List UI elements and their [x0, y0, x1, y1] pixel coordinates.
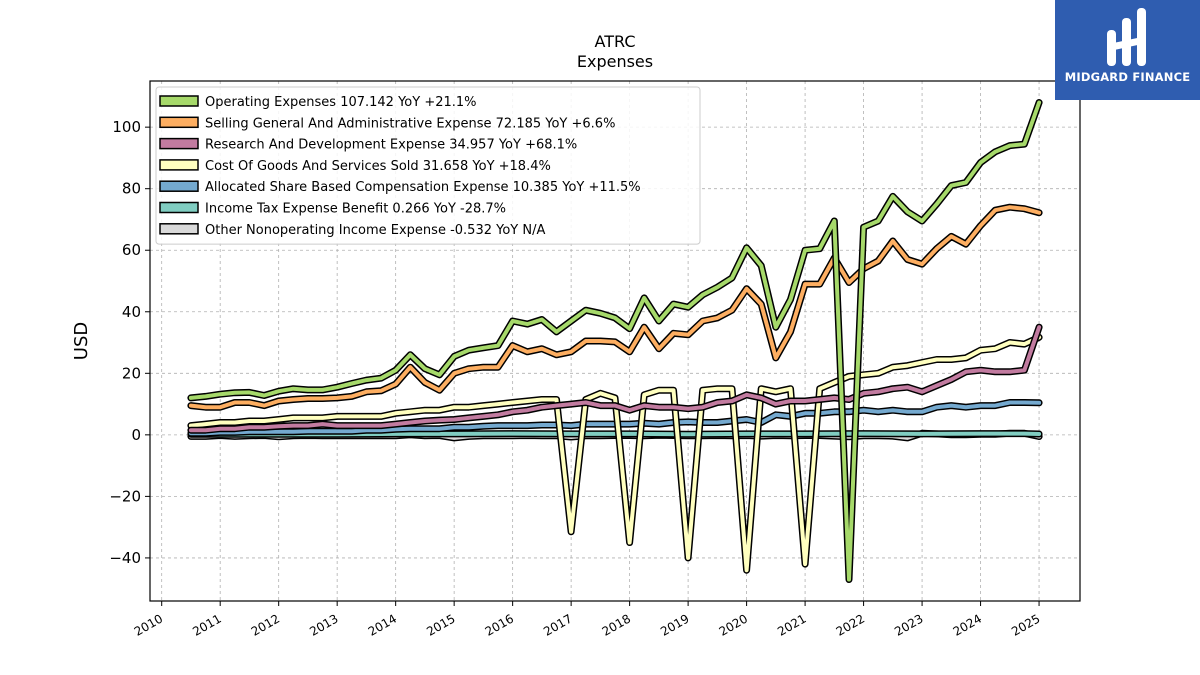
legend-swatch [159, 201, 199, 214]
chart-title: ATRC [595, 32, 636, 51]
x-tick-label: 2015 [424, 611, 457, 638]
legend-box [155, 86, 701, 245]
x-tick-label: 2016 [483, 611, 516, 638]
series-line [188, 325, 1042, 433]
y-axis-label: USD [71, 322, 92, 360]
x-tick-label: 2025 [1009, 611, 1042, 638]
y-tick-label: −20 [109, 487, 141, 505]
chart-subtitle: Expenses [577, 52, 653, 71]
x-tick-label: 2020 [717, 611, 750, 638]
legend-label: Cost Of Goods And Services Sold 31.658 Y… [205, 159, 551, 174]
y-tick-label: 0 [131, 426, 141, 444]
legend-label: Income Tax Expense Benefit 0.266 YoY -28… [205, 202, 506, 217]
legend-swatch [159, 159, 199, 171]
x-tick-label: 2011 [190, 611, 223, 638]
x-tick-label: 2018 [600, 611, 633, 638]
series-lines [187, 99, 1043, 583]
legend-label: Allocated Share Based Compensation Expen… [205, 180, 641, 195]
x-tick-label: 2024 [951, 611, 984, 638]
x-tick-label: 2023 [892, 611, 925, 638]
legend-swatch [159, 180, 199, 192]
y-tick-label: 80 [122, 180, 141, 198]
x-tick-label: 2012 [249, 611, 282, 638]
midgard-finance-logo: MIDGARD FINANCE [1055, 0, 1200, 100]
plot-area-frame [149, 80, 1081, 602]
y-tick-label: 40 [122, 303, 141, 321]
legend-swatch [159, 223, 199, 235]
series-line [188, 205, 1042, 410]
legend-label: Operating Expenses 107.142 YoY +21.1% [205, 95, 477, 110]
series-line [188, 335, 1042, 573]
x-tick-label: 2022 [834, 611, 867, 638]
series-line [188, 100, 1042, 582]
x-tick-label: 2019 [658, 611, 691, 638]
legend-swatch [159, 95, 199, 107]
legend-label: Selling General And Administrative Expen… [205, 116, 615, 131]
x-tick-label: 2010 [132, 611, 165, 638]
y-axis-ticks: −40 −20 0 20 40 60 80 100 [109, 118, 150, 567]
legend: Operating Expenses 107.142 YoY +21.1% Sel… [155, 86, 701, 245]
logo-mark-icon [1107, 8, 1146, 66]
x-tick-label: 2021 [775, 611, 808, 638]
x-tick-label: 2017 [541, 611, 574, 638]
y-tick-label: 100 [112, 118, 141, 136]
x-tick-label: 2013 [307, 611, 340, 638]
legend-swatch [159, 137, 199, 150]
y-tick-label: 60 [122, 241, 141, 259]
series-line-outline [187, 333, 1043, 574]
logo-text: MIDGARD FINANCE [1064, 70, 1191, 84]
legend-swatch [159, 116, 199, 129]
x-tick-label: 2014 [366, 611, 399, 638]
x-axis-ticks: 2010 2011 2012 2013 2014 2015 2016 2017 2018 2019… [132, 601, 1043, 639]
y-tick-label: −40 [109, 549, 141, 567]
legend-label: Research And Development Expense 34.957 … [205, 138, 577, 153]
y-tick-label: 20 [122, 364, 141, 382]
legend-label: Other Nonoperating Income Expense -0.532… [205, 223, 545, 238]
